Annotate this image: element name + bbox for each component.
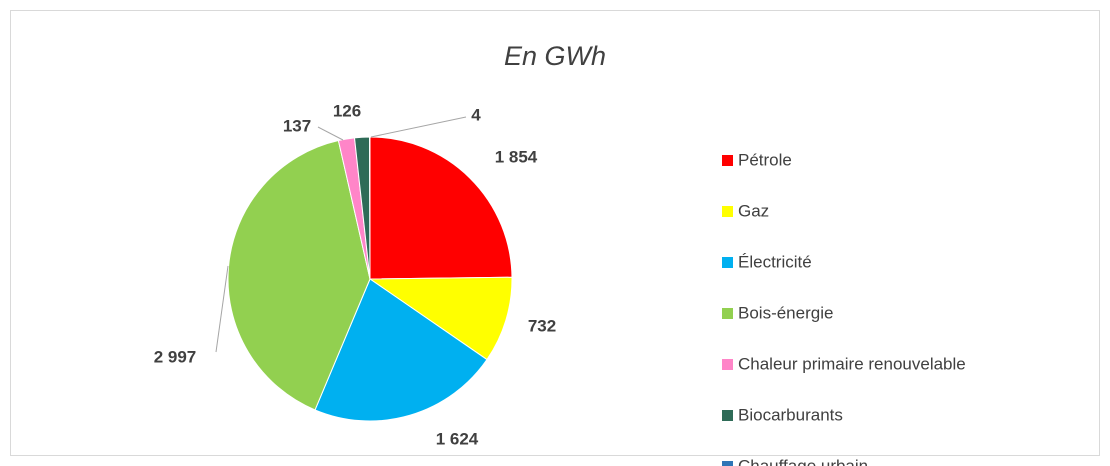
data-label: 4 [471,105,481,124]
legend-label: Bois-énergie [738,303,833,322]
data-label: 732 [528,316,556,335]
legend-swatch [722,359,733,370]
legend-label: Électricité [738,252,812,271]
pie-slice [227,139,371,411]
legend-swatch [722,155,733,166]
pie-slice [369,136,513,280]
data-label: 126 [333,101,361,120]
data-label: 137 [283,116,311,135]
leader-line [317,126,344,141]
legend-label: Chaleur primaire renouvelable [738,354,966,373]
legend-swatch [722,257,733,268]
legend-label: Pétrole [738,150,792,169]
data-label: 1 854 [495,147,538,166]
legend-label: Chauffage urbain [738,456,868,466]
pie-slice [368,276,513,361]
legend-label: Gaz [738,201,769,220]
chart-title: En GWh [504,41,606,71]
legend-label: Biocarburants [738,405,843,424]
legend-swatch [722,206,733,217]
leader-line [215,265,229,353]
data-label: 2 997 [154,347,197,366]
leader-line [370,116,467,138]
data-label: 1 624 [436,429,479,448]
pie-slice [314,278,488,422]
legend-swatch [722,461,733,466]
legend-swatch [722,410,733,421]
legend-swatch [722,308,733,319]
chart-frame [10,10,1100,456]
